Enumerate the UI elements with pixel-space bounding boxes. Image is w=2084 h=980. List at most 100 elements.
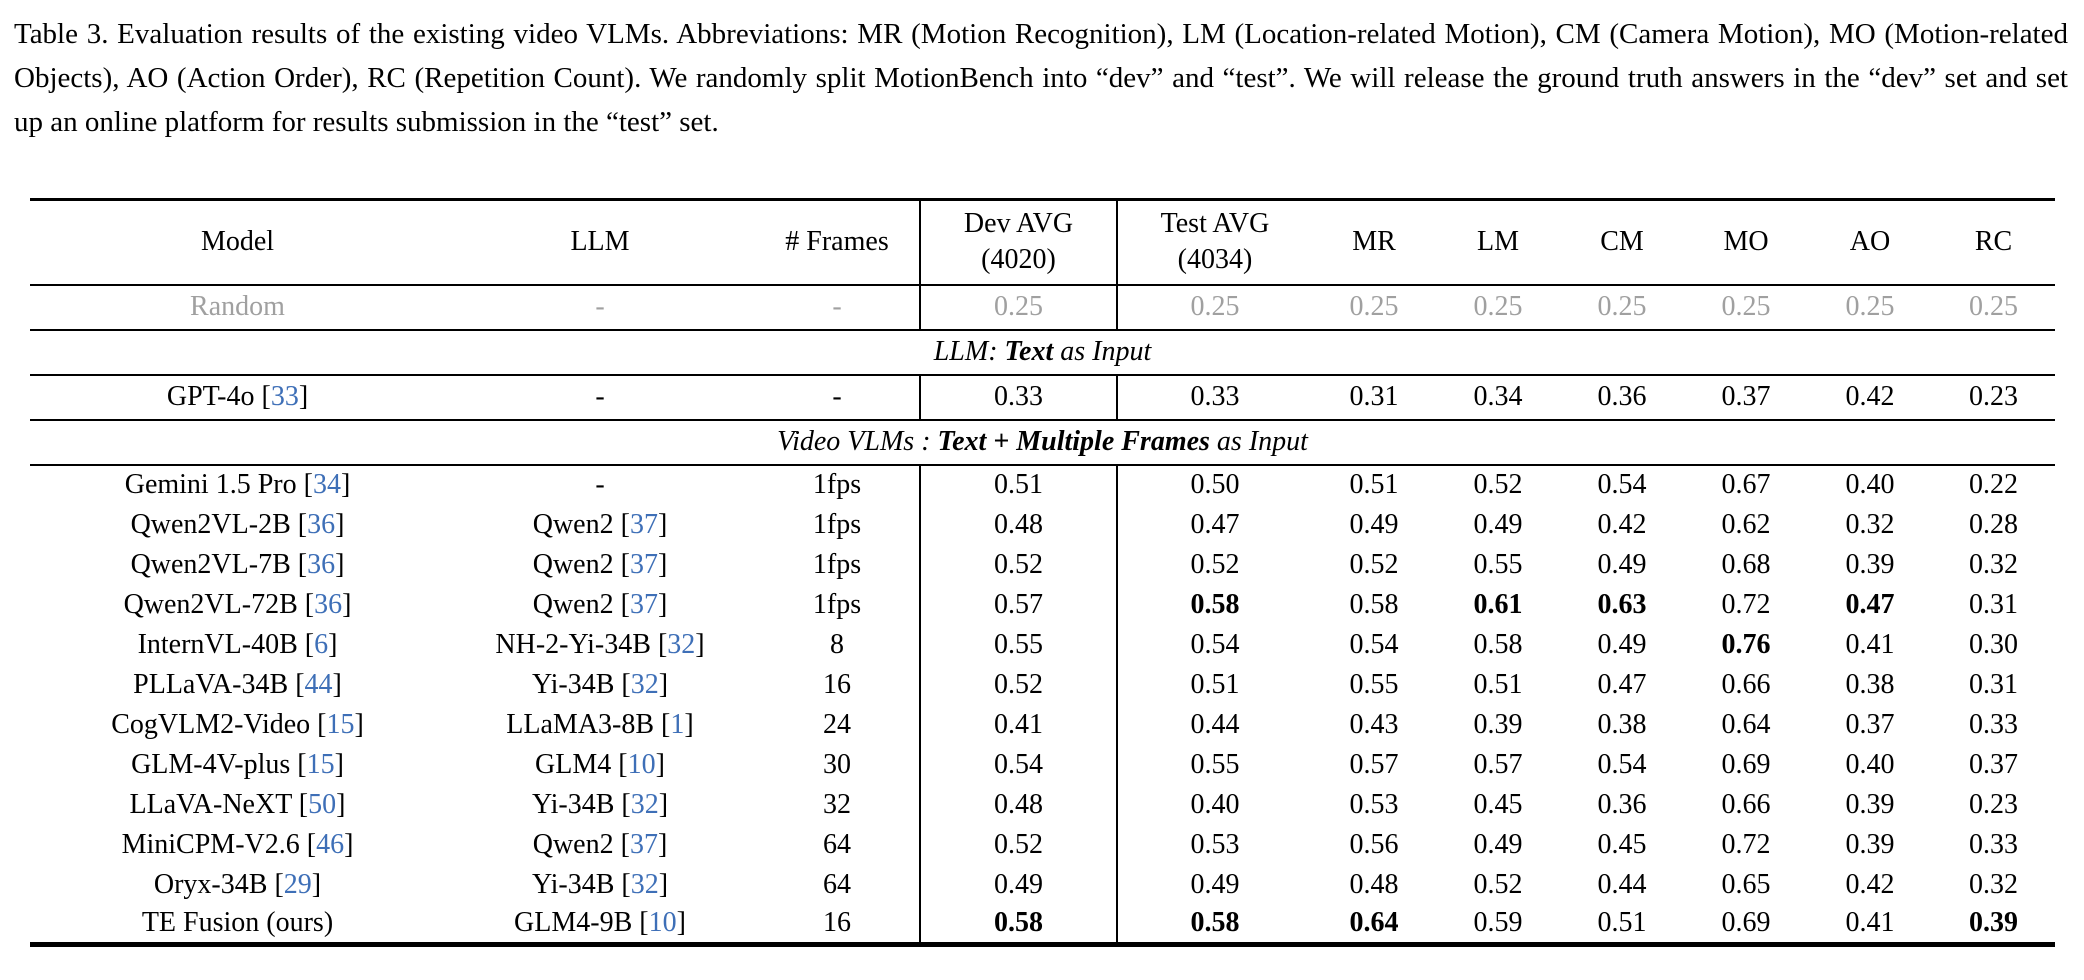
rc-cell: 0.33 (1969, 828, 2018, 860)
llm-cell: - (445, 374, 755, 421)
model-cell-text: Qwen2VL-72B (123, 588, 298, 620)
test-avg-cell: 0.50 (1116, 464, 1312, 505)
citation-link[interactable]: 44 (304, 668, 333, 700)
dev-avg-cell: 0.25 (919, 284, 1117, 331)
ao-cell: 0.47 (1845, 588, 1895, 620)
mo-cell: 0.37 (1684, 374, 1808, 421)
frames-cell: 1fps (812, 588, 862, 620)
lm-cell: 0.39 (1473, 708, 1523, 740)
cm-cell: 0.63 (1597, 588, 1647, 620)
dev-avg-cell: 0.51 (919, 464, 1117, 505)
model-cell-text: Oryx-34B (153, 868, 268, 900)
model-cell-text: InternVL-40B (137, 628, 298, 660)
col-header-mr: MR (1312, 199, 1436, 286)
citation-link[interactable]: 15 (326, 708, 355, 740)
llm-cell-text: - (595, 381, 605, 412)
mr-cell: 0.49 (1349, 508, 1399, 540)
ao-cell: 0.42 (1845, 868, 1895, 900)
dev-avg-cell: 0.41 (919, 704, 1117, 745)
citation-link[interactable]: 10 (648, 907, 677, 939)
citation-link[interactable]: 37 (629, 828, 658, 860)
rc-cell: 0.25 (1932, 284, 2055, 331)
citation-link[interactable]: 6 (314, 628, 329, 660)
mo-cell: 0.72 (1721, 588, 1771, 620)
mr-cell: 0.25 (1312, 284, 1436, 331)
test-avg-cell: 0.44 (1116, 704, 1312, 745)
mo-cell: 0.72 (1721, 828, 1771, 860)
citation-link[interactable]: 34 (312, 469, 341, 500)
model-cell-text: Gemini 1.5 Pro (124, 469, 297, 500)
dev-avg-cell: 0.55 (919, 624, 1117, 665)
dev-avg-cell: 0.54 (919, 744, 1117, 785)
citation-link[interactable]: 37 (629, 588, 658, 620)
mr-cell: 0.55 (1349, 668, 1399, 700)
citation-link[interactable]: 33 (270, 381, 299, 412)
citation-link[interactable]: 29 (283, 868, 312, 900)
mr-cell: 0.58 (1349, 588, 1399, 620)
ao-cell: 0.42 (1808, 374, 1932, 421)
citation-link[interactable]: 32 (630, 868, 659, 900)
citation-link[interactable]: 32 (667, 628, 696, 660)
test-avg-cell: 0.55 (1116, 744, 1312, 785)
citation-link[interactable]: 37 (629, 508, 658, 540)
test-avg-line2: (4034) (1177, 244, 1253, 276)
citation-link[interactable]: 36 (307, 548, 336, 580)
mo-cell: 0.65 (1721, 868, 1771, 900)
mo-cell: 0.64 (1721, 708, 1771, 740)
rc-cell: 0.33 (1969, 708, 2018, 740)
table-row: Oryx-34B [29] Yi-34B [32] 64 0.49 0.49 0.48 0.… (30, 864, 2055, 905)
ao-cell: 0.40 (1845, 748, 1895, 780)
test-avg-cell: 0.54 (1116, 624, 1312, 665)
citation-link[interactable]: 46 (316, 828, 345, 860)
cm-cell: 0.54 (1597, 748, 1647, 780)
mr-cell: 0.43 (1349, 708, 1399, 740)
cm-cell: 0.49 (1597, 548, 1647, 580)
dev-avg-cell: 0.33 (919, 374, 1117, 421)
lm-cell: 0.52 (1473, 868, 1523, 900)
table-caption: Table 3. Evaluation results of the exist… (14, 18, 2068, 138)
cm-cell: 0.42 (1597, 508, 1647, 540)
citation-link[interactable]: 36 (307, 508, 336, 540)
mo-cell: 0.67 (1721, 469, 1771, 500)
ao-cell: 0.38 (1845, 668, 1895, 700)
llm-cell: Qwen2 [37] (532, 588, 668, 620)
table-row: Qwen2VL-72B [36] Qwen2 [37] 1fps 0.57 0.58 0.… (30, 584, 2055, 625)
dev-avg-cell: 0.58 (919, 904, 1117, 945)
section-label-part: Text + Multiple Frames (937, 426, 1210, 457)
model-cell: GLM-4V-plus [15] (131, 748, 344, 780)
table-row: MiniCPM-V2.6 [46] Qwen2 [37] 64 0.52 0.53 0.5… (30, 824, 2055, 865)
frames-cell: 64 (823, 868, 851, 900)
table-row: InternVL-40B [6] NH-2-Yi-34B [32] 8 0.55 0.5… (30, 624, 2055, 665)
col-header-llm: LLM (445, 199, 755, 286)
citation-link[interactable]: 37 (629, 548, 658, 580)
llm-cell-text: Qwen2 (532, 828, 614, 860)
col-header-frames: # Frames (755, 199, 920, 286)
dev-avg-cell: 0.48 (919, 784, 1117, 825)
model-cell-text: Random (190, 291, 285, 322)
lm-cell: 0.52 (1473, 469, 1523, 500)
test-avg-cell: 0.58 (1116, 584, 1312, 625)
citation-link[interactable]: 50 (308, 788, 337, 820)
model-cell: Oryx-34B [29] (153, 868, 322, 900)
model-cell-text: Qwen2VL-2B (130, 508, 291, 540)
citation-link[interactable]: 10 (627, 748, 656, 780)
cm-cell: 0.38 (1597, 708, 1647, 740)
cm-cell: 0.44 (1597, 868, 1647, 900)
col-header-mo: MO (1684, 199, 1808, 286)
llm-cell: Yi-34B [32] (531, 668, 669, 700)
citation-link[interactable]: 36 (314, 588, 343, 620)
dev-avg-cell: 0.52 (919, 544, 1117, 585)
citation-link[interactable]: 1 (670, 708, 685, 740)
citation-link[interactable]: 32 (630, 668, 659, 700)
citation-link[interactable]: 32 (630, 788, 659, 820)
llm-cell: Yi-34B [32] (531, 788, 669, 820)
lm-cell: 0.61 (1473, 588, 1523, 620)
lm-cell: 0.49 (1473, 508, 1523, 540)
test-avg-cell: 0.47 (1116, 504, 1312, 545)
llm-cell: GLM4-9B [10] (514, 907, 686, 939)
citation-link[interactable]: 15 (306, 748, 335, 780)
frames-cell: - (755, 374, 920, 421)
model-cell: Gemini 1.5 Pro [34] (124, 469, 351, 500)
model-cell: MiniCPM-V2.6 [46] (121, 828, 354, 860)
mr-cell: 0.57 (1349, 748, 1399, 780)
